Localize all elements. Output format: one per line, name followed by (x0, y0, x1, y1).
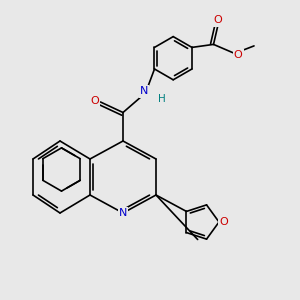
Text: N: N (140, 86, 148, 97)
Text: O: O (214, 15, 222, 26)
Text: O: O (234, 50, 242, 60)
Text: O: O (90, 95, 99, 106)
Text: O: O (219, 217, 228, 227)
Text: H: H (158, 94, 166, 104)
Text: N: N (119, 208, 127, 218)
